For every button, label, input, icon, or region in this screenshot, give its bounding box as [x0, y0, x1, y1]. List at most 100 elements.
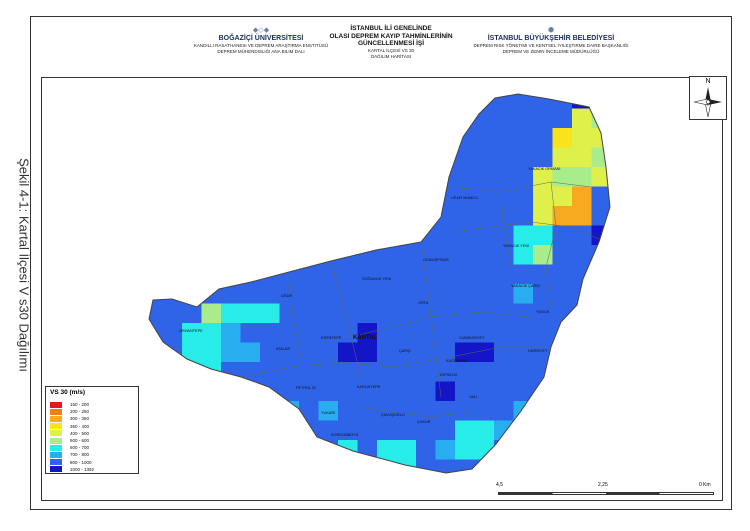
vs30-cell: [397, 479, 417, 499]
vs30-cell: [689, 128, 709, 148]
vs30-cell: [318, 401, 338, 421]
vs30-cell: [572, 206, 592, 226]
scale-bar-graphic: [498, 492, 714, 495]
vs30-cell: [416, 420, 436, 440]
vs30-cell: [338, 440, 358, 460]
vs30-cell: [396, 381, 416, 401]
neighborhood-label: YAKACIK YENİ: [503, 243, 529, 248]
vs30-cell: [396, 440, 416, 460]
vs30-cell: [650, 148, 670, 168]
vs30-cell: [650, 304, 670, 324]
neighborhood-label: PETROL İŞ: [296, 385, 316, 390]
vs30-cell: [494, 381, 514, 401]
vs30-cell: [279, 381, 299, 401]
vs30-cell: [552, 128, 572, 148]
vs30-cell: [650, 206, 670, 226]
neighborhood-boundaries: [240, 181, 600, 418]
vs30-cell: [474, 362, 494, 382]
vs30-cell: [513, 245, 533, 265]
vs30-cell: [591, 94, 610, 109]
legend-title: VS 30 (m/s): [50, 389, 86, 396]
vs30-cell: [533, 206, 553, 226]
vs30-cell: [591, 323, 610, 343]
vs30-cell: [533, 245, 553, 265]
vs30-cell: [552, 245, 572, 265]
vs30-cell: [416, 440, 436, 460]
vs30-cell: [240, 342, 260, 362]
district-label: KARTAL: [353, 335, 378, 341]
vs30-cell: [318, 342, 338, 362]
vs30-cell: [396, 323, 416, 343]
vs30-cell: [474, 342, 494, 362]
vs30-cell: [611, 323, 631, 343]
legend-item: 300 - 350: [50, 415, 89, 422]
vs30-cell: [455, 362, 475, 382]
vs30-cell: [513, 420, 533, 440]
vs30-cell: [240, 381, 260, 401]
vs30-cell: [631, 245, 651, 265]
vs30-cell: [670, 226, 690, 246]
compass-icon: [693, 87, 722, 118]
vs30-cell: [416, 401, 436, 421]
legend-label: 800 - 1000: [70, 459, 92, 465]
vs30-cell: [709, 187, 729, 207]
vs30-cell: [260, 303, 280, 323]
legend-label: 150 - 200: [70, 402, 90, 407]
vs30-cell: [572, 128, 592, 148]
vs30-cell: [221, 381, 241, 401]
neighborhood-label: ORHANTEPE: [179, 329, 203, 333]
vs30-cell: [396, 401, 416, 421]
vs30-cell: [455, 303, 475, 323]
legend-swatch: [50, 451, 62, 458]
vs30-cell: [533, 420, 553, 440]
vs30-cell: [240, 362, 260, 382]
vs30-cell: [631, 226, 651, 246]
vs30-cell: [338, 479, 358, 499]
vs30-cell: [670, 206, 690, 226]
header-right-line: DEPREM VE ZEMIN İNCELEME MÜDÜRLÜĞÜ: [502, 49, 600, 54]
legend-label: 200 - 250: [70, 409, 90, 415]
vs30-cell: [552, 264, 572, 284]
neighborhood-label: ATALAR: [276, 347, 290, 351]
legend-label: 600 - 700: [70, 445, 90, 451]
vs30-cell: [631, 148, 651, 168]
legend-swatch: [50, 423, 62, 430]
vs30-cell: [670, 187, 690, 207]
legend-item: 700 - 800: [50, 451, 89, 458]
vs30-cell: [591, 264, 610, 284]
scale-label-right: 0 Km: [699, 482, 711, 488]
vs30-cell: [650, 109, 670, 129]
vs30-cell: [552, 167, 572, 187]
neighborhood-label: YALI: [469, 395, 477, 399]
vs30-cell: [279, 342, 299, 362]
vs30-cell: [260, 342, 280, 362]
vs30-cell: [377, 342, 397, 362]
vs30-cell: [416, 303, 436, 323]
legend-swatch: [50, 408, 62, 415]
north-label: N: [705, 78, 711, 85]
vs30-cell: [533, 342, 553, 362]
district-boundary: [148, 93, 611, 474]
vs30-cell: [709, 226, 729, 246]
vs30-cell: [318, 381, 338, 401]
vs30-cell: [709, 284, 729, 304]
vs30-cell: [572, 362, 592, 382]
legend-label: 400 - 500: [70, 430, 90, 436]
vs30-cell: [377, 323, 397, 343]
project-title-line: OLASI DEPREM KAYIP TAHMİNLERİNİN: [329, 32, 453, 40]
neighborhood-label: GÜMÜŞPINAR: [423, 258, 449, 262]
vs30-cell: [552, 147, 572, 167]
vs30-cell: [299, 362, 319, 382]
vs30-cell: [299, 342, 319, 362]
vs30-cell: [611, 128, 631, 148]
vs30-cell: [572, 323, 592, 343]
vs30-cell: [338, 342, 358, 362]
vs30-cell: [416, 342, 436, 362]
vs30-cell: [533, 401, 553, 421]
vs30-cell: [182, 342, 202, 362]
vs30-cell: [533, 264, 553, 284]
vs30-cell: [552, 186, 572, 206]
map-sheet: ◆◇◆ BOĞAZİÇİ ÜNİVERSİTESİ KANDILLI RASAT…: [30, 16, 732, 510]
header-left-title: BOĞAZİÇİ ÜNİVERSİTESİ: [218, 35, 304, 42]
vs30-cell: [591, 147, 610, 167]
